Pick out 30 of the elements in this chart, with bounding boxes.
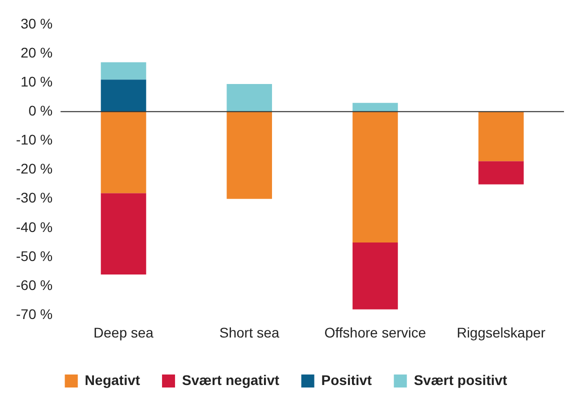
x-tick-label: Riggselskaper: [456, 324, 546, 340]
y-tick-label: -70 %: [16, 306, 53, 322]
bar: [226, 84, 272, 112]
legend-label: Positivt: [321, 372, 372, 388]
y-tick-label: -10 %: [16, 132, 53, 148]
bar: [226, 112, 272, 199]
x-tick-label: Offshore service: [324, 324, 426, 340]
y-tick-label: -40 %: [16, 218, 53, 235]
legend-label: Negativt: [84, 372, 140, 388]
bar: [478, 161, 524, 184]
legend-label: Svært negativt: [182, 372, 280, 388]
y-tick-label: 10 %: [20, 73, 53, 90]
y-tick-label: -50 %: [16, 248, 53, 264]
bar: [352, 112, 398, 242]
bar: [100, 62, 146, 80]
bar: [352, 242, 398, 310]
y-tick-label: -30 %: [16, 190, 53, 206]
bar: [100, 112, 146, 194]
bar: [100, 193, 146, 274]
bar: [478, 112, 524, 162]
y-tick-label: -20 %: [16, 160, 53, 177]
bar: [352, 102, 398, 112]
x-tick-label: Short sea: [219, 324, 280, 340]
bar: [100, 80, 146, 112]
x-tick-label: Deep sea: [94, 324, 154, 340]
y-tick-label: 20 %: [20, 44, 53, 60]
legend-label: Svært positivt: [414, 372, 508, 388]
y-tick-label: 30 %: [20, 15, 53, 32]
y-tick-label: -60 %: [16, 276, 53, 293]
y-tick-label: 0 %: [28, 102, 53, 118]
